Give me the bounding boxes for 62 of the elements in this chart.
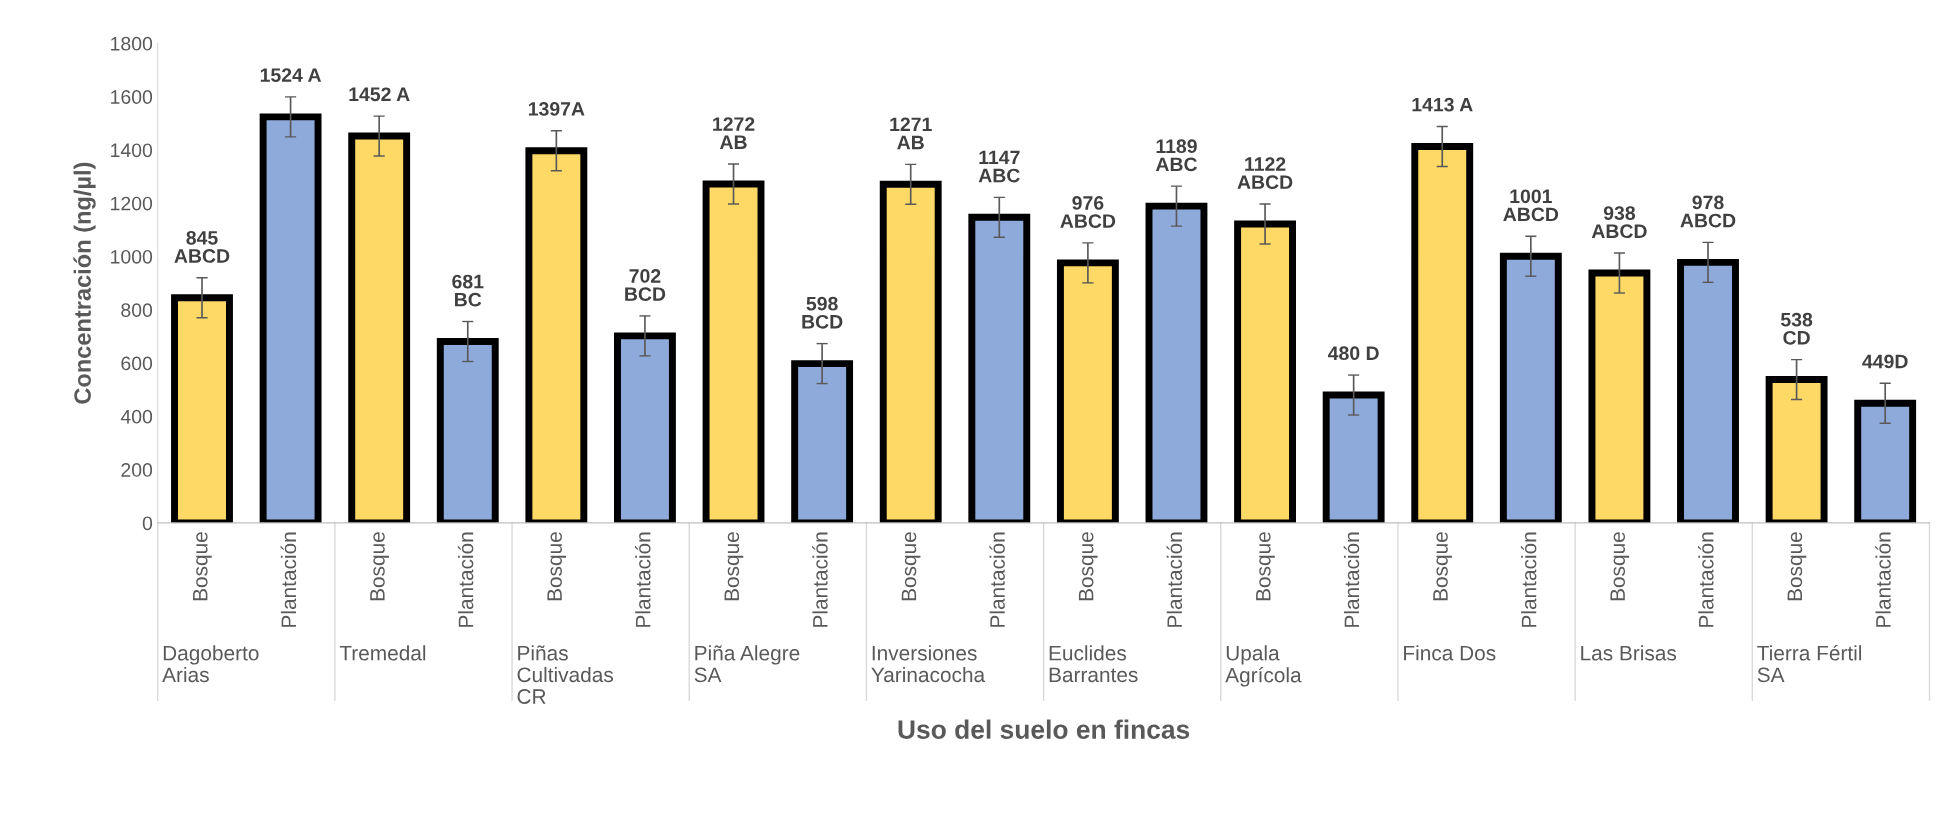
x-tick-label: Plantación xyxy=(457,532,474,627)
x-tick-label: Bosque xyxy=(1610,532,1630,601)
x-tick-label: Plantación xyxy=(280,532,297,627)
y-tick-label: 400 xyxy=(120,409,153,424)
y-axis-title: Concentración (ng/µl) xyxy=(73,162,96,404)
data-label: 938 ABCD xyxy=(1591,206,1647,239)
x-tick-label: Plantación xyxy=(1875,532,1891,627)
x-tick-label: Bosque xyxy=(724,532,744,601)
x-tick-label: Plantación xyxy=(1343,532,1360,627)
text: Euclides Barrantes xyxy=(1049,645,1138,683)
text: Tremedal xyxy=(339,645,426,661)
x-tick-label: Bosque xyxy=(1256,532,1275,601)
data-label: 1524 A xyxy=(260,68,322,82)
text: Inversiones Yarinacocha xyxy=(871,645,986,683)
x-tick-label: Bosque xyxy=(193,532,212,601)
text: Piña Alegre SA xyxy=(694,645,800,683)
x-tick-label: Plantación xyxy=(1166,532,1183,627)
data-label: 598 BCD xyxy=(802,296,843,329)
data-label: 978 ABCD xyxy=(1680,195,1736,228)
x-axis-title: Uso del suelo en fincas xyxy=(898,719,1190,739)
data-label: 702 BCD xyxy=(625,269,666,301)
x-tick-label: Bosque xyxy=(1433,532,1452,601)
text: Finca Dos xyxy=(1404,645,1496,661)
data-label: 976 ABCD xyxy=(1060,196,1116,228)
text: Las Brisas xyxy=(1581,645,1677,661)
text: Piñas Cultivadas CR xyxy=(517,645,614,704)
x-tick-label: Plantación xyxy=(1698,532,1714,627)
data-label: 1397A xyxy=(528,102,585,116)
text: Tierra Fértil SA xyxy=(1757,644,1862,683)
y-tick-label: 200 xyxy=(121,463,153,477)
x-tick-label: Bosque xyxy=(1787,532,1807,601)
data-label: 538 CD xyxy=(1780,312,1813,345)
data-label: 1122 ABCD xyxy=(1237,157,1293,190)
y-tick-label: 1600 xyxy=(111,90,153,104)
x-tick-label: Plantación xyxy=(1520,532,1537,627)
x-tick-label: Plantación xyxy=(989,532,1005,627)
data-label: 1271 AB xyxy=(890,117,932,150)
data-label: 681 BC xyxy=(452,274,484,307)
data-label: 1413 A xyxy=(1412,97,1473,112)
y-tick-label: 600 xyxy=(121,356,153,371)
y-tick-label: 1000 xyxy=(111,249,153,264)
x-tick-label: Bosque xyxy=(901,532,921,601)
x-tick-label: Bosque xyxy=(1078,532,1098,601)
data-label: 845 ABCD xyxy=(174,230,230,263)
y-tick-label: 0 xyxy=(142,516,153,531)
x-tick-label: Plantación xyxy=(812,532,828,627)
y-tick-label: 1400 xyxy=(111,143,153,158)
y-tick-label: 800 xyxy=(121,303,153,318)
text: Upala Agrícola xyxy=(1225,645,1302,687)
data-label: 1272 AB xyxy=(713,117,755,149)
x-tick-label: Bosque xyxy=(547,532,567,601)
x-tick-label: Bosque xyxy=(370,532,389,601)
y-tick-label: 1200 xyxy=(111,196,153,211)
data-label: 1001 ABCD xyxy=(1503,189,1559,222)
text: Dagoberto Arias xyxy=(162,645,259,683)
data-label: 1147 ABC xyxy=(978,150,1020,183)
data-label: 1189 ABC xyxy=(1155,139,1198,172)
y-tick-label: 1800 xyxy=(111,36,153,51)
data-label: 449D xyxy=(1862,354,1908,369)
x-tick-label: Plantación xyxy=(634,532,651,627)
data-label: 1452 A xyxy=(349,87,410,102)
data-label: 480 D xyxy=(1328,346,1379,361)
